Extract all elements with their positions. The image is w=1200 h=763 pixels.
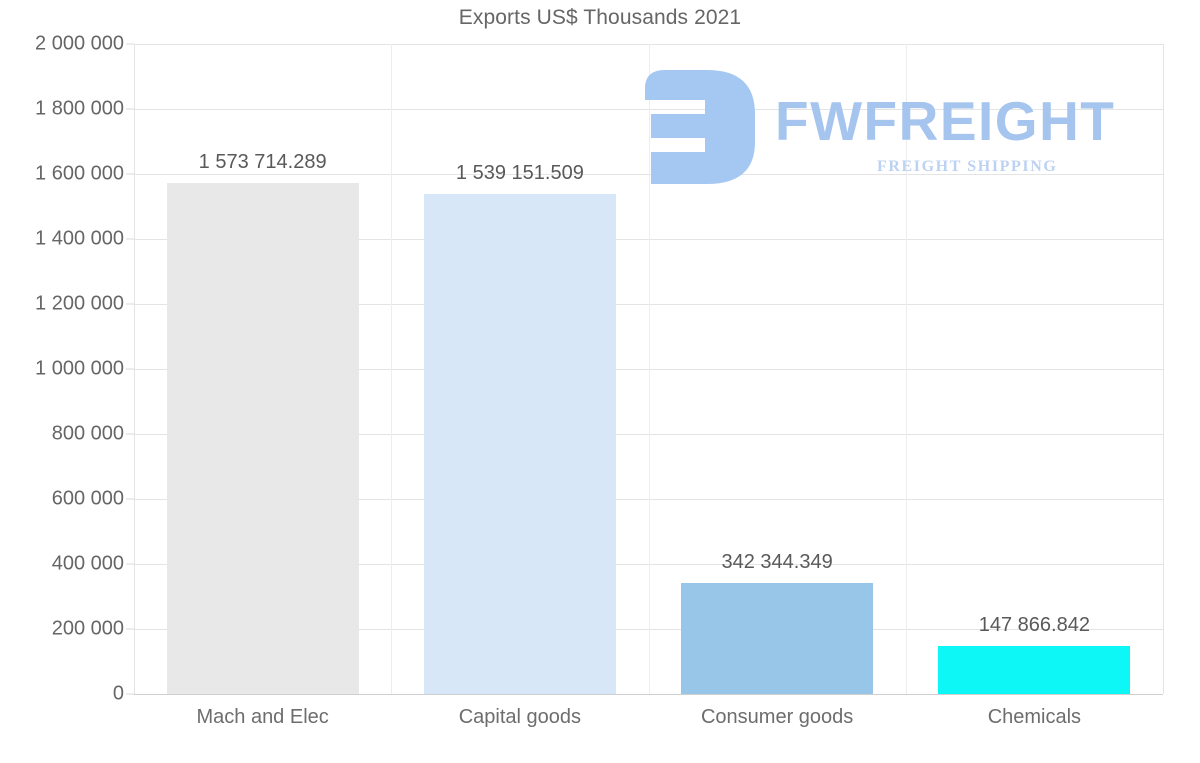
category-separator [649, 44, 650, 694]
bar[interactable] [423, 193, 616, 694]
bar-value-label: 342 344.349 [721, 550, 833, 573]
gridline [134, 564, 1163, 565]
y-axis-tick-mark [126, 563, 134, 565]
gridline [134, 629, 1163, 630]
y-axis-tick-label: 800 000 [51, 422, 124, 445]
plot-area [134, 44, 1164, 695]
axis-baseline [134, 694, 1163, 695]
gridline [134, 304, 1163, 305]
x-axis-category-label: Chemicals [987, 706, 1082, 728]
y-axis-tick-mark [126, 693, 134, 695]
y-axis-tick-label: 1 000 000 [35, 357, 124, 380]
bar[interactable] [681, 582, 874, 694]
gridline [134, 499, 1163, 500]
chart-title: Exports US$ Thousands 2021 [458, 6, 742, 29]
y-axis-tick-label: 2 000 000 [35, 32, 124, 55]
gridline [134, 239, 1163, 240]
category-separator [391, 44, 392, 694]
y-axis-tick-label: 1 800 000 [35, 97, 124, 120]
y-axis-tick-mark [126, 43, 134, 45]
category-separator [906, 44, 907, 694]
y-axis-tick-label: 0 [112, 682, 124, 705]
bar-value-label: 1 539 151.509 [455, 161, 584, 184]
y-axis-tick-mark [126, 303, 134, 305]
y-axis-tick-label: 1 200 000 [35, 292, 124, 315]
category-separator [134, 44, 135, 694]
bar[interactable] [938, 645, 1131, 694]
x-axis-category-label: Mach and Elec [196, 706, 329, 728]
y-axis-tick-label: 200 000 [51, 617, 124, 640]
gridline [134, 434, 1163, 435]
x-axis-category-label: Capital goods [458, 706, 582, 728]
y-axis-tick-label: 400 000 [51, 552, 124, 575]
y-axis-tick-mark [126, 173, 134, 175]
y-axis-tick-label: 1 600 000 [35, 162, 124, 185]
y-axis-tick-mark [126, 433, 134, 435]
gridline [134, 44, 1163, 45]
y-axis-tick-mark [126, 628, 134, 630]
bar-value-label: 147 866.842 [978, 613, 1090, 636]
bar-value-label: 1 573 714.289 [198, 150, 327, 173]
y-axis-tick-mark [126, 368, 134, 370]
y-axis-tick-mark [126, 498, 134, 500]
gridline [134, 369, 1163, 370]
y-axis-tick-label: 1 400 000 [35, 227, 124, 250]
y-axis-tick-mark [126, 108, 134, 110]
y-axis-tick-label: 600 000 [51, 487, 124, 510]
category-separator [1163, 44, 1164, 694]
y-axis-tick-mark [126, 238, 134, 240]
bar[interactable] [166, 182, 359, 694]
x-axis-category-label: Consumer goods [700, 706, 854, 728]
